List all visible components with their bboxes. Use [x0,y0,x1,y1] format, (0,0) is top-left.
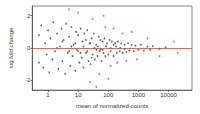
svg-text:2: 2 [27,13,31,19]
svg-text:mean of normalized counts: mean of normalized counts [76,103,148,109]
svg-text:log fold change: log fold change [8,27,14,68]
svg-text:0: 0 [27,45,31,51]
svg-text:1: 1 [46,92,50,98]
svg-text:10: 10 [75,92,82,98]
svg-text:10000: 10000 [160,92,177,98]
svg-text:-2: -2 [25,77,31,83]
svg-text:1000: 1000 [132,92,146,98]
svg-text:100: 100 [103,92,114,98]
